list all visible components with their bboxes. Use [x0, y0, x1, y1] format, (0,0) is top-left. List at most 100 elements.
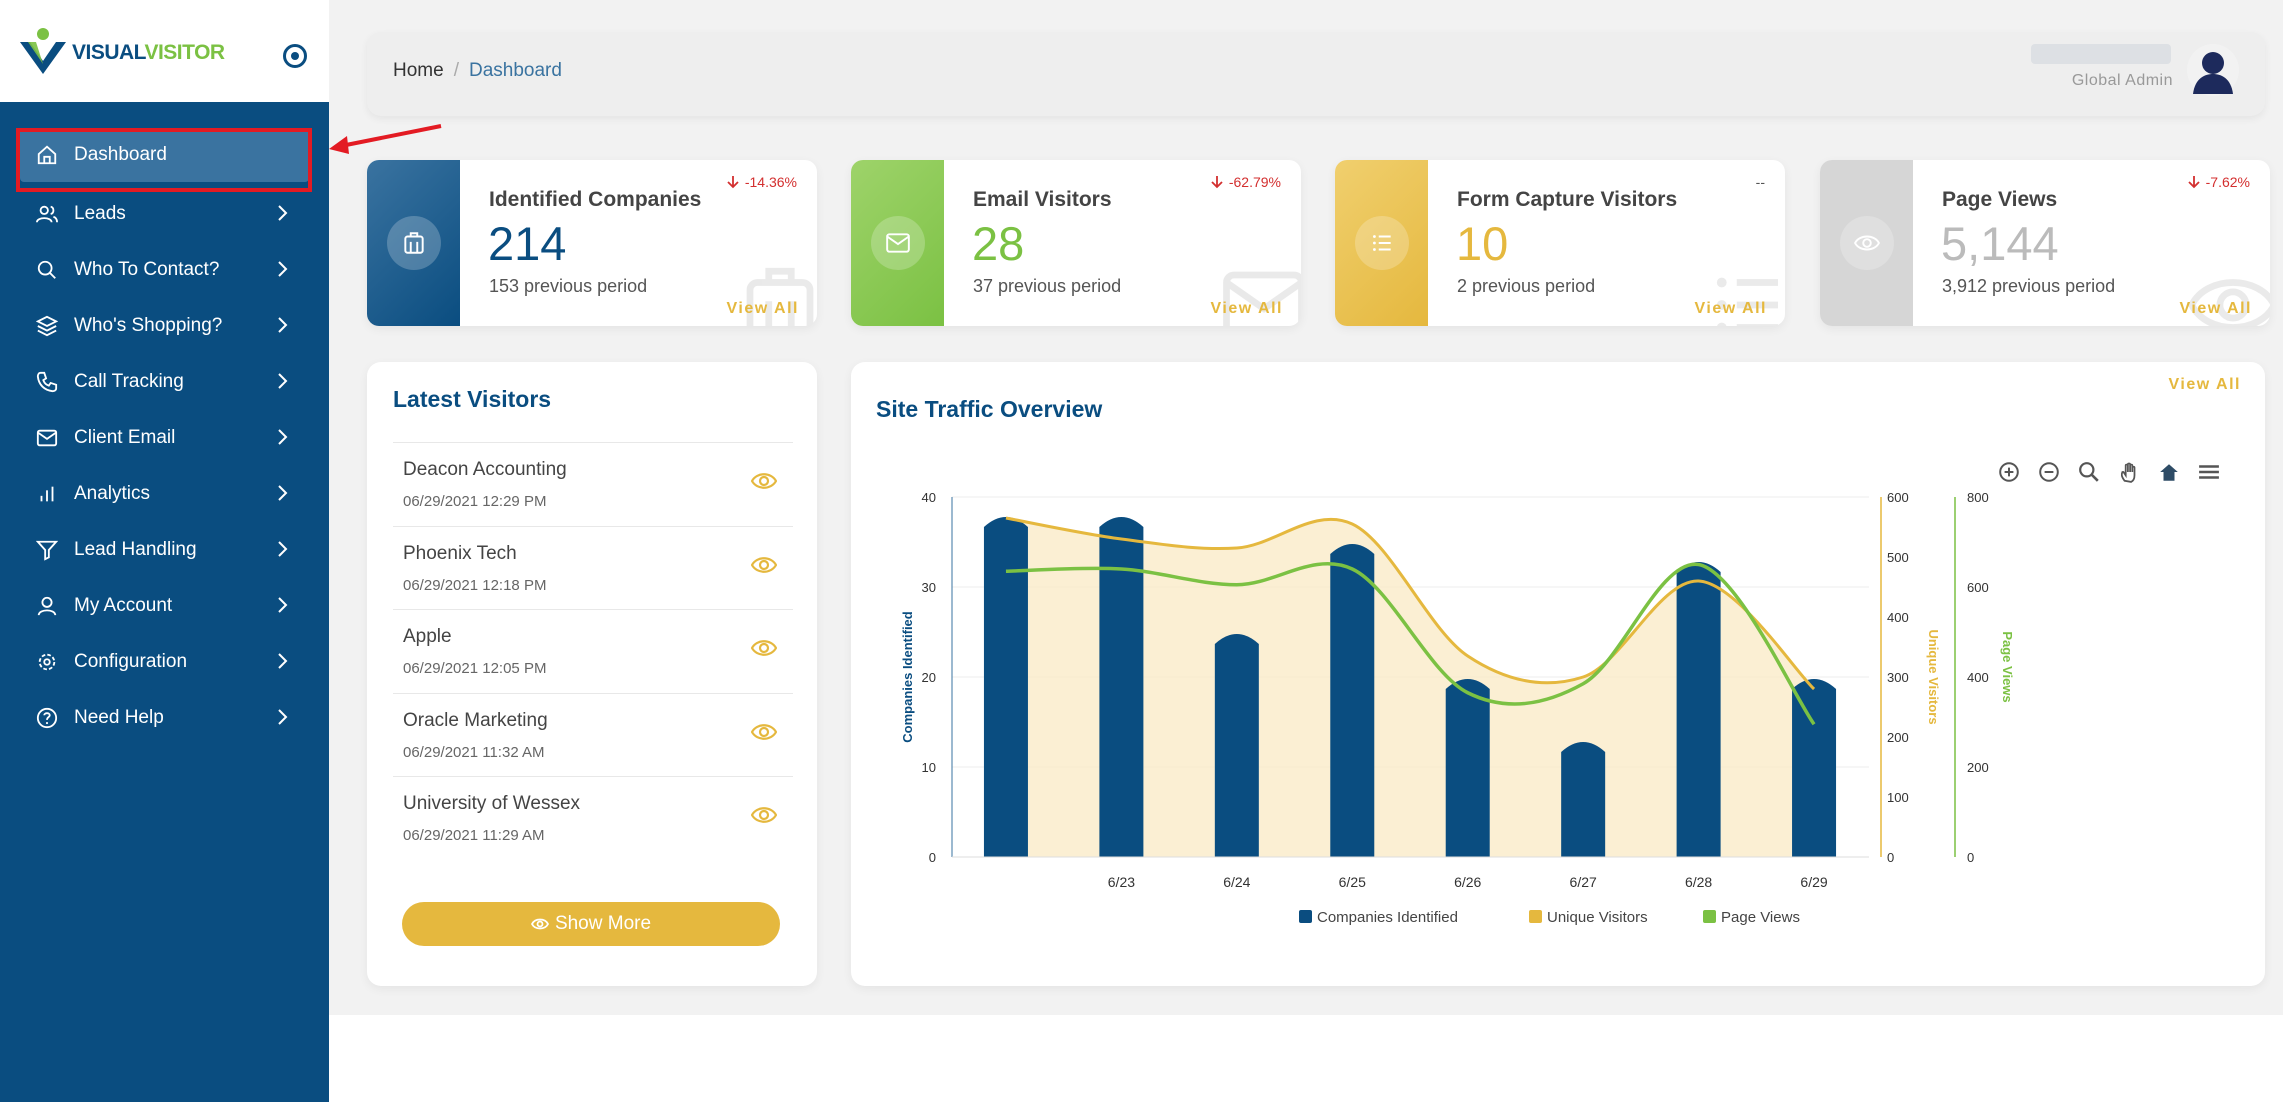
sidebar-item-configuration[interactable]: Configuration — [0, 634, 329, 690]
show-more-label: Show More — [554, 913, 652, 934]
sidebar-item-dashboard[interactable]: Dashboard — [20, 128, 309, 182]
chevron-right-icon — [277, 371, 289, 397]
eye-icon[interactable] — [750, 805, 778, 830]
unique-visitors-area — [1005, 518, 1815, 857]
sidebar-item-label: Who's Shopping? — [74, 315, 223, 336]
zoom-select-icon[interactable] — [2069, 457, 2109, 487]
brand-logo[interactable]: VISUALVISITOR — [18, 28, 225, 78]
list-item[interactable]: University of Wessex 06/29/2021 11:29 AM — [393, 776, 793, 859]
sidebar-item-need-help[interactable]: Need Help — [0, 690, 329, 746]
reset-home-icon[interactable] — [2149, 457, 2189, 487]
companies-identified-bar — [1561, 742, 1606, 857]
sidebar-item-label: Lead Handling — [74, 539, 197, 560]
sidebar-item-label: Analytics — [74, 483, 151, 504]
sidebar-item-label: Who To Contact? — [74, 259, 220, 280]
stat-card-view-all-link[interactable]: View All — [726, 300, 799, 317]
companies-identified-bar — [1330, 544, 1375, 857]
visitor-name[interactable]: Phoenix Tech — [403, 542, 517, 564]
page-footer-area — [329, 1015, 2283, 1102]
stat-card-title: Email Visitors — [973, 188, 1112, 211]
sidebar-item-call-tracking[interactable]: Call Tracking — [0, 354, 329, 410]
zoom-out-icon[interactable] — [2029, 457, 2069, 487]
companies-identified-bar — [1792, 679, 1837, 857]
sidebar-item-analytics[interactable]: Analytics — [0, 466, 329, 522]
eye-icon — [1839, 216, 1894, 270]
traffic-view-all-link[interactable]: View All — [2168, 376, 2241, 393]
stat-card-view-all-link[interactable]: View All — [1694, 300, 1767, 317]
visitor-date: 06/29/2021 11:32 AM — [403, 743, 545, 761]
list-item[interactable]: Deacon Accounting 06/29/2021 12:29 PM — [393, 442, 793, 525]
sidebar-item-label: Call Tracking — [74, 371, 184, 392]
stat-card-view-all-link[interactable]: View All — [2179, 300, 2252, 317]
sidebar-item-lead-handling[interactable]: Lead Handling — [0, 522, 329, 578]
right1-tick-label: 100 — [1887, 790, 1909, 805]
sidebar-item-who-s-shopping[interactable]: Who's Shopping? — [0, 298, 329, 354]
stat-card-previous: 153 previous period — [489, 276, 648, 296]
legend-label: Companies Identified — [1317, 909, 1458, 926]
chevron-right-icon — [277, 483, 289, 509]
eye-icon[interactable] — [750, 722, 778, 747]
layers-icon — [36, 315, 58, 337]
legend-label: Page Views — [1721, 909, 1800, 926]
stat-card-email-visitors: Email Visitors 28 37 previous period -62… — [851, 160, 1301, 326]
zoom-in-icon[interactable] — [1989, 457, 2029, 487]
right2-tick-label: 200 — [1967, 760, 1989, 775]
top-bar: Home / Dashboard Global Admin — [367, 32, 2265, 116]
stat-card-value: 214 — [488, 217, 567, 270]
eye-icon[interactable] — [750, 555, 778, 580]
sidebar-item-label: My Account — [74, 595, 173, 616]
latest-visitors-title: Latest Visitors — [393, 386, 552, 412]
companies-identified-bar — [1445, 679, 1490, 857]
stat-card-form-capture-visitors: Form Capture Visitors 10 2 previous peri… — [1335, 160, 1785, 326]
pan-hand-icon[interactable] — [2109, 457, 2149, 487]
eye-icon[interactable] — [750, 471, 778, 496]
latest-visitors-panel: Latest Visitors Deacon Accounting 06/29/… — [367, 362, 817, 986]
sidebar-item-who-to-contact[interactable]: Who To Contact? — [0, 242, 329, 298]
active-item-highlight — [16, 128, 312, 192]
list-item[interactable]: Oracle Marketing 06/29/2021 11:32 AM — [393, 692, 793, 776]
left-tick-label: 10 — [922, 760, 936, 775]
visitor-name[interactable]: Oracle Marketing — [403, 709, 548, 731]
chevron-right-icon — [277, 259, 289, 285]
sidebar-toggle-button[interactable] — [283, 44, 307, 68]
right2-tick-label: 600 — [1967, 580, 1989, 595]
visitor-name[interactable]: University of Wessex — [403, 793, 581, 814]
show-more-button[interactable]: Show More — [402, 902, 780, 946]
sidebar-item-label: Client Email — [74, 427, 176, 448]
sidebar-item-label: Configuration — [74, 651, 188, 672]
x-tick-label: 6/25 — [1339, 874, 1366, 890]
filter-icon — [36, 539, 58, 561]
left-axis-title: Companies Identified — [900, 611, 915, 743]
building-watermark-icon — [735, 260, 817, 326]
sidebar-item-leads[interactable]: Leads — [0, 186, 329, 242]
visitor-name[interactable]: Deacon Accounting — [403, 459, 567, 480]
eye-icon[interactable] — [750, 638, 778, 663]
stat-card-view-all-link[interactable]: View All — [1210, 300, 1283, 317]
right1-tick-label: 500 — [1887, 550, 1909, 565]
stat-card-previous: 3,912 previous period — [1942, 276, 2116, 296]
breadcrumb-home-link[interactable]: Home — [393, 60, 444, 81]
stat-card-delta-value: -62.79% — [1228, 174, 1281, 190]
main-content: Home / Dashboard Global Admin Identified… — [329, 0, 2283, 1015]
right1-tick-label: 0 — [1887, 850, 1894, 865]
sidebar-item-client-email[interactable]: Client Email — [0, 410, 329, 466]
stat-card-delta-value: -- — [1755, 174, 1765, 190]
right2-tick-label: 0 — [1967, 850, 1974, 865]
stat-card-icon-strip — [851, 160, 944, 326]
visitor-date: 06/29/2021 11:29 AM — [403, 827, 545, 844]
logo-mark-icon — [18, 28, 68, 78]
page-views-line — [1005, 562, 1816, 726]
stat-card-value: 10 — [1456, 217, 1509, 270]
left-tick-label: 30 — [922, 580, 936, 595]
site-traffic-panel: Site Traffic Overview View All 0 10 20 30 40… — [851, 362, 2265, 986]
avatar[interactable] — [2187, 44, 2239, 96]
sidebar-item-my-account[interactable]: My Account — [0, 578, 329, 634]
menu-icon[interactable] — [2189, 457, 2229, 487]
list-item[interactable]: Phoenix Tech 06/29/2021 12:18 PM — [393, 525, 793, 609]
visitor-name[interactable]: Apple — [403, 626, 452, 647]
stat-card-previous: 2 previous period — [1457, 276, 1596, 296]
stat-card-delta: -62.79% — [1211, 174, 1281, 190]
visitor-date: 06/29/2021 12:18 PM — [403, 576, 547, 594]
list-item[interactable]: Apple 06/29/2021 12:05 PM — [393, 609, 793, 692]
x-tick-label: 6/29 — [1800, 874, 1827, 890]
